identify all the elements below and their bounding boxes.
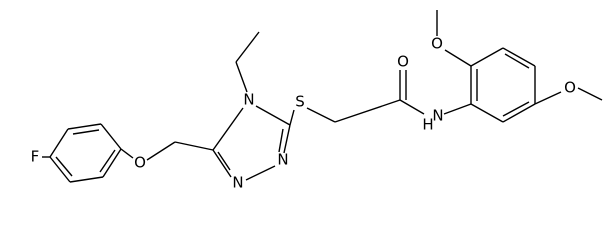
atom-label: O xyxy=(134,154,146,172)
atom-label: N xyxy=(277,151,288,169)
atom-label: H xyxy=(422,116,433,134)
atom-labels: F O N N N S O N H O O xyxy=(31,35,576,192)
bonds xyxy=(42,10,603,183)
atom-label: O xyxy=(431,35,443,53)
atom-label: N xyxy=(243,91,254,109)
atom-label: F xyxy=(31,148,40,166)
atom-label: O xyxy=(564,79,576,97)
atom-label: S xyxy=(295,93,305,111)
molecule-diagram: F O N N N S O N H O O xyxy=(31,10,603,192)
atom-label: O xyxy=(397,53,409,71)
atom-label: N xyxy=(232,174,243,192)
atom-label: N xyxy=(432,107,443,125)
